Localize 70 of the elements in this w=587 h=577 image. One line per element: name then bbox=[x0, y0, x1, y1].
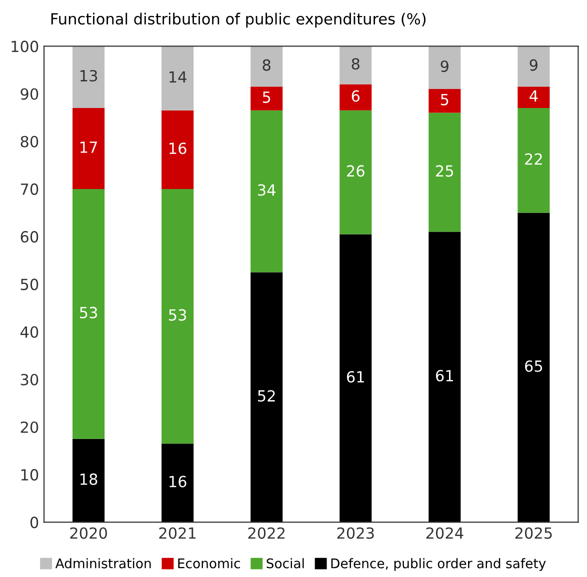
bar bbox=[428, 112, 461, 232]
legend-label: Administration bbox=[55, 558, 151, 568]
data-label: 6 bbox=[352, 90, 360, 102]
y-tick-label: 0 bbox=[30, 516, 38, 528]
data-label: 16 bbox=[170, 142, 186, 154]
data-label: 8 bbox=[352, 58, 360, 70]
data-label: 52 bbox=[258, 390, 275, 402]
y-tick-label: 70 bbox=[20, 183, 38, 195]
bar bbox=[72, 108, 105, 189]
data-label: 53 bbox=[80, 306, 98, 318]
data-label: 5 bbox=[440, 94, 448, 106]
y-tick-label: 60 bbox=[20, 231, 38, 243]
bar bbox=[72, 438, 105, 522]
data-label: 8 bbox=[262, 59, 270, 71]
data-label: 18 bbox=[80, 473, 98, 485]
x-tick-label: 2020 bbox=[70, 527, 107, 539]
bar bbox=[428, 89, 461, 113]
data-label: 25 bbox=[436, 165, 454, 177]
data-label: 34 bbox=[258, 184, 276, 196]
data-label: 4 bbox=[530, 90, 538, 102]
bar bbox=[518, 108, 550, 213]
y-tick-label: 80 bbox=[20, 136, 38, 148]
bar bbox=[428, 46, 461, 89]
bar bbox=[162, 110, 194, 189]
y-tick-label: 10 bbox=[21, 469, 38, 481]
data-label: 61 bbox=[346, 371, 364, 383]
data-label: 26 bbox=[347, 165, 364, 177]
bar bbox=[250, 272, 283, 522]
x-tick-label: 2022 bbox=[248, 527, 285, 539]
legend-label: Social bbox=[266, 558, 304, 568]
legend-label: Economic bbox=[178, 558, 240, 568]
bar bbox=[72, 188, 105, 439]
x-tick-label: 2021 bbox=[159, 527, 196, 539]
bar bbox=[250, 46, 283, 87]
bar bbox=[340, 110, 372, 234]
data-label: 9 bbox=[530, 59, 538, 71]
bar bbox=[250, 110, 283, 272]
x-tick-label: 2024 bbox=[426, 527, 464, 539]
bar bbox=[250, 86, 283, 110]
x-tick-label: 2025 bbox=[515, 527, 552, 539]
y-tick-label: 50 bbox=[20, 278, 38, 290]
bar bbox=[340, 234, 372, 522]
legend-label: Defence, public order and safety bbox=[331, 558, 546, 571]
data-label: 5 bbox=[262, 92, 270, 103]
y-tick-label: 40 bbox=[20, 326, 38, 338]
chart-title: Functional distribution of public expenditures (%) bbox=[51, 12, 426, 28]
data-label: 65 bbox=[525, 360, 542, 372]
data-label: 16 bbox=[170, 476, 186, 488]
data-label: 53 bbox=[169, 309, 186, 321]
data-label: 22 bbox=[525, 153, 542, 165]
bar bbox=[162, 444, 194, 522]
y-tick-label: 90 bbox=[20, 88, 38, 100]
bar bbox=[340, 46, 372, 84]
x-tick-label: 2023 bbox=[337, 527, 374, 539]
data-label: 9 bbox=[440, 60, 448, 72]
data-label: 14 bbox=[170, 71, 186, 83]
bar bbox=[72, 46, 105, 108]
bar bbox=[518, 212, 550, 522]
data-label: 61 bbox=[436, 370, 453, 382]
bar bbox=[518, 46, 550, 87]
bar bbox=[428, 232, 461, 522]
bar bbox=[340, 84, 372, 110]
y-tick-label: 30 bbox=[20, 374, 38, 386]
data-label: 17 bbox=[80, 142, 97, 153]
bar bbox=[162, 46, 194, 110]
bar bbox=[162, 188, 194, 444]
y-tick-label: 100 bbox=[12, 40, 38, 52]
y-tick-label: 20 bbox=[20, 421, 38, 433]
data-label: 13 bbox=[80, 70, 98, 82]
bar bbox=[518, 86, 550, 108]
